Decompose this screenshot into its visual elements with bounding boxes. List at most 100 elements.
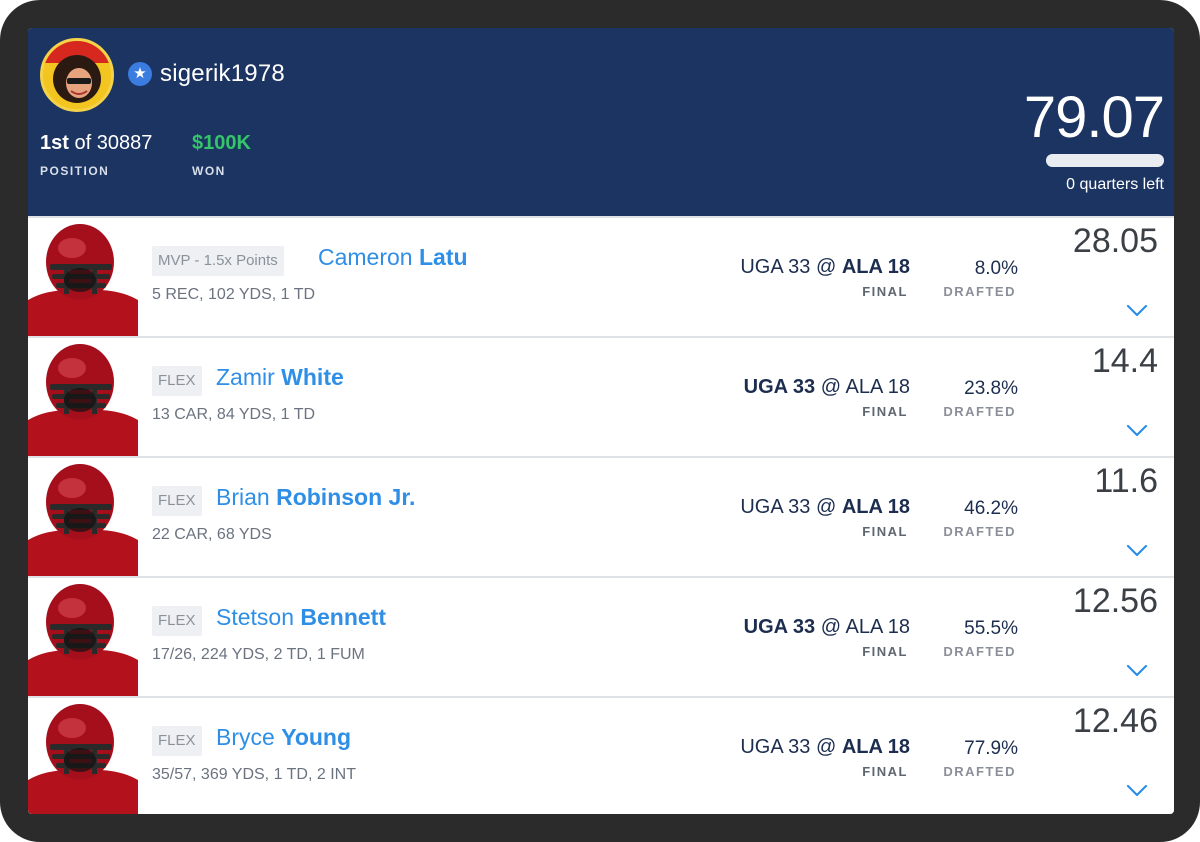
player-name-link[interactable]: Zamir White xyxy=(216,364,344,391)
verified-badge-icon: ★ xyxy=(128,62,152,86)
game-matchup: UGA 33 @ ALA 18 xyxy=(740,736,910,759)
drafted-percent: 77.9% xyxy=(964,738,1018,759)
player-points: 28.05 xyxy=(1072,222,1158,260)
drafted-label: DRAFTED xyxy=(943,404,1016,419)
position-total: of 30887 xyxy=(74,132,153,154)
drafted-label: DRAFTED xyxy=(943,644,1016,659)
game-matchup: UGA 33 @ ALA 18 xyxy=(744,376,910,399)
at-symbol: @ xyxy=(815,736,837,758)
quarters-left: 0 quarters left xyxy=(1066,176,1164,193)
roster-slot-badge: FLEX xyxy=(152,726,202,756)
roster-slot-badge: FLEX xyxy=(152,366,202,396)
won-value: $100K xyxy=(192,132,251,154)
position-label: POSITION xyxy=(40,164,110,178)
avatar-image xyxy=(43,41,111,109)
lineup-header: ★ sigerik1978 1st of 30887 POSITION $100… xyxy=(28,28,1174,216)
roster-slot-badge: MVP - 1.5x Points xyxy=(152,246,284,276)
player-last-name: White xyxy=(281,364,344,390)
chevron-down-icon[interactable] xyxy=(1126,544,1148,558)
drafted-percent: 55.5% xyxy=(964,618,1018,639)
helmet-icon xyxy=(28,698,138,814)
player-first-name: Stetson xyxy=(216,604,294,630)
player-stat-line: 22 CAR, 68 YDS xyxy=(152,526,272,543)
game-matchup: UGA 33 @ ALA 18 xyxy=(744,616,910,639)
player-stat-line: 17/26, 224 YDS, 2 TD, 1 FUM xyxy=(152,646,365,663)
game-progress-fill xyxy=(1046,154,1164,167)
drafted-percent: 8.0% xyxy=(974,258,1018,279)
player-last-name: Robinson Jr. xyxy=(276,484,416,510)
player-row-3[interactable]: FLEX Brian Robinson Jr. 22 CAR, 68 YDS U… xyxy=(28,458,1174,576)
player-name-link[interactable]: Stetson Bennett xyxy=(216,604,386,631)
username[interactable]: sigerik1978 xyxy=(160,60,285,87)
at-symbol: @ xyxy=(820,616,842,638)
home-team-score: ALA 18 xyxy=(841,736,910,758)
at-symbol: @ xyxy=(820,376,842,398)
away-team-score: UGA 33 xyxy=(740,256,811,278)
home-team-score: ALA 18 xyxy=(845,376,910,398)
player-headshot xyxy=(28,218,138,336)
away-team-score: UGA 33 xyxy=(740,736,811,758)
player-first-name: Brian xyxy=(216,484,270,510)
position-rank: 1st xyxy=(40,132,69,154)
game-status: FINAL xyxy=(862,284,908,299)
helmet-icon xyxy=(28,458,138,576)
home-team-score: ALA 18 xyxy=(841,496,910,518)
player-row-1[interactable]: MVP - 1.5x Points Cameron Latu 5 REC, 10… xyxy=(28,218,1174,336)
player-stat-line: 35/57, 369 YDS, 1 TD, 2 INT xyxy=(152,766,356,783)
home-team-score: ALA 18 xyxy=(845,616,910,638)
drafted-label: DRAFTED xyxy=(943,764,1016,779)
game-status: FINAL xyxy=(862,404,908,419)
game-matchup: UGA 33 @ ALA 18 xyxy=(740,256,910,279)
helmet-icon xyxy=(28,578,138,696)
player-row-2[interactable]: FLEX Zamir White 13 CAR, 84 YDS, 1 TD UG… xyxy=(28,338,1174,456)
player-row-4[interactable]: FLEX Stetson Bennett 17/26, 224 YDS, 2 T… xyxy=(28,578,1174,696)
chevron-down-icon[interactable] xyxy=(1126,784,1148,798)
player-list: MVP - 1.5x Points Cameron Latu 5 REC, 10… xyxy=(28,218,1174,814)
chevron-down-icon[interactable] xyxy=(1126,304,1148,318)
player-headshot xyxy=(28,578,138,696)
player-points: 11.6 xyxy=(1094,462,1158,500)
player-name-link[interactable]: Brian Robinson Jr. xyxy=(216,484,415,511)
player-name-link[interactable]: Bryce Young xyxy=(216,724,351,751)
player-name-link[interactable]: Cameron Latu xyxy=(318,244,468,271)
game-status: FINAL xyxy=(862,764,908,779)
roster-slot-badge: FLEX xyxy=(152,486,202,516)
at-symbol: @ xyxy=(815,496,837,518)
player-headshot xyxy=(28,458,138,576)
player-row-5[interactable]: FLEX Bryce Young 35/57, 369 YDS, 1 TD, 2… xyxy=(28,698,1174,814)
position-value: 1st of 30887 xyxy=(40,132,152,155)
home-team-score: ALA 18 xyxy=(841,256,910,278)
game-status: FINAL xyxy=(862,524,908,539)
at-symbol: @ xyxy=(815,256,837,278)
drafted-label: DRAFTED xyxy=(943,284,1016,299)
player-last-name: Latu xyxy=(419,244,468,270)
player-points: 14.4 xyxy=(1091,342,1158,380)
away-team-score: UGA 33 xyxy=(743,616,816,638)
won-label: WON xyxy=(192,164,226,178)
player-last-name: Young xyxy=(281,724,352,750)
chevron-down-icon[interactable] xyxy=(1126,664,1148,678)
game-progress-bar xyxy=(1046,154,1164,167)
game-matchup: UGA 33 @ ALA 18 xyxy=(740,496,910,519)
player-first-name: Cameron xyxy=(318,244,413,270)
drafted-percent: 46.2% xyxy=(964,498,1018,519)
away-team-score: UGA 33 xyxy=(743,376,816,398)
roster-slot-badge: FLEX xyxy=(152,606,202,636)
player-last-name: Bennett xyxy=(300,604,387,630)
avatar[interactable] xyxy=(40,38,114,112)
game-status: FINAL xyxy=(862,644,908,659)
player-first-name: Bryce xyxy=(216,724,275,750)
player-points: 12.56 xyxy=(1072,582,1158,620)
player-stat-line: 13 CAR, 84 YDS, 1 TD xyxy=(152,406,316,423)
player-stat-line: 5 REC, 102 YDS, 1 TD xyxy=(152,286,316,303)
away-team-score: UGA 33 xyxy=(740,496,811,518)
player-headshot xyxy=(28,698,138,814)
chevron-down-icon[interactable] xyxy=(1126,424,1148,438)
drafted-label: DRAFTED xyxy=(943,524,1016,539)
player-first-name: Zamir xyxy=(216,364,275,390)
total-score: 79.07 xyxy=(1023,85,1165,150)
drafted-percent: 23.8% xyxy=(964,378,1018,399)
helmet-icon xyxy=(28,218,138,336)
lineup-screen: ★ sigerik1978 1st of 30887 POSITION $100… xyxy=(28,28,1174,814)
